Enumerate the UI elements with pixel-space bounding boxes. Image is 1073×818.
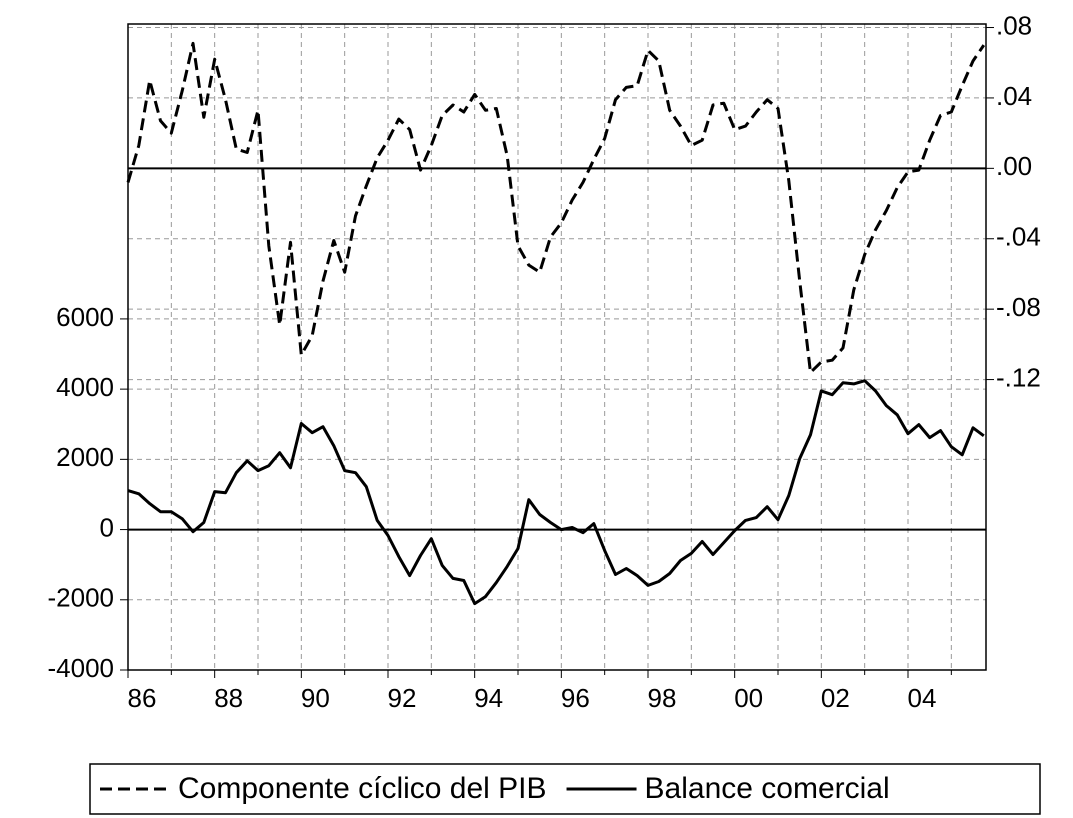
y2-tick-label: -.08 bbox=[996, 292, 1041, 322]
x-tick-label: 98 bbox=[648, 683, 677, 713]
plot-frame bbox=[127, 23, 987, 671]
x-tick-label: 04 bbox=[908, 683, 937, 713]
series-line bbox=[127, 379, 985, 606]
x-tick-label: 92 bbox=[388, 683, 417, 713]
x-tick-label: 02 bbox=[821, 683, 850, 713]
x-tick-label: 96 bbox=[561, 683, 590, 713]
y-tick-label: 2000 bbox=[56, 442, 114, 472]
x-tick-label: 00 bbox=[734, 683, 763, 713]
legend-label: Componente cíclico del PIB bbox=[178, 772, 547, 805]
y-tick-label: 0 bbox=[100, 512, 114, 542]
y2-tick-label: .04 bbox=[996, 81, 1032, 111]
y2-tick-label: -.12 bbox=[996, 362, 1041, 392]
y-tick-label: 6000 bbox=[56, 302, 114, 332]
x-tick-label: 94 bbox=[474, 683, 503, 713]
y2-tick-label: .00 bbox=[996, 151, 1032, 181]
y-tick-label: 4000 bbox=[56, 372, 114, 402]
x-tick-label: 90 bbox=[301, 683, 330, 713]
legend-box bbox=[89, 763, 1041, 815]
x-tick-label: 88 bbox=[214, 683, 243, 713]
legend-label: Balance comercial bbox=[645, 772, 890, 805]
y-tick-label: -2000 bbox=[48, 583, 115, 613]
y2-tick-label: -.04 bbox=[996, 222, 1041, 252]
y-tick-label: -4000 bbox=[48, 653, 115, 683]
y2-tick-label: .08 bbox=[996, 10, 1032, 40]
x-tick-label: 86 bbox=[128, 683, 157, 713]
series-line bbox=[126, 41, 986, 374]
